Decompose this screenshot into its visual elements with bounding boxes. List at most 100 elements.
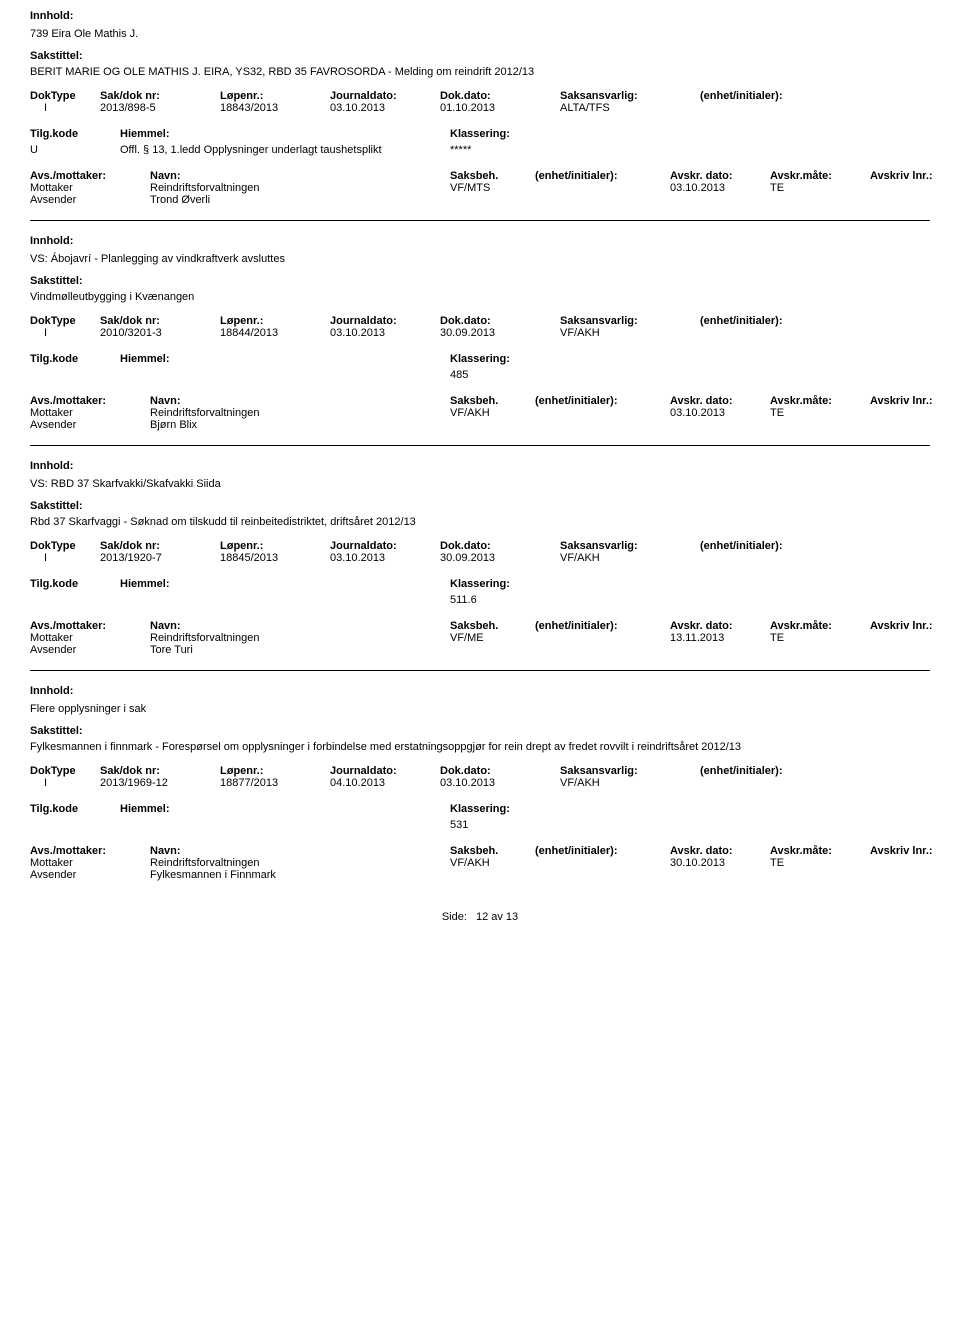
mottaker-row: MottakerReindriftsforvaltningenVF/ME 13.1…	[30, 632, 930, 644]
enhet-value	[700, 777, 850, 789]
hiemmel-value-row: 531	[30, 819, 930, 831]
saksbeh-label: Saksbeh.	[450, 395, 535, 407]
avskr-mate-label: Avskr.måte:	[770, 845, 870, 857]
sakstittel-text: Vindmølleutbygging i Kvænangen	[30, 291, 930, 303]
avsmottaker-label: Avs./mottaker:	[30, 620, 150, 632]
avskr-mate-value: TE	[770, 857, 870, 869]
record: Innhold: VS: Ábojavrí - Planlegging av vi…	[30, 235, 930, 446]
page: Innhold:739 Eira Ole Mathis J.Sakstittel…	[0, 0, 960, 953]
innhold-label: Innhold:	[30, 685, 930, 697]
spacer	[190, 803, 450, 815]
dokdato-label: Dok.dato:	[440, 765, 560, 777]
tilgkode-label: Tilg.kode	[30, 803, 120, 815]
innhold-label: Innhold:	[30, 10, 930, 22]
dokdato-value: 03.10.2013	[440, 777, 560, 789]
sakdoknr-label: Sak/dok nr:	[100, 540, 220, 552]
mottaker-navn: Reindriftsforvaltningen	[150, 632, 450, 644]
sakdoknr-value: 2013/1920-7	[100, 552, 220, 564]
enhet-value	[700, 552, 850, 564]
lopenr-value: 18844/2013	[220, 327, 330, 339]
avsender-role: Avsender	[30, 194, 150, 206]
avskr-dato-label: Avskr. dato:	[670, 845, 770, 857]
tilgkode-value	[30, 594, 120, 606]
spacer	[410, 369, 450, 381]
doc-header-row: DokTypeSak/dok nr:Løpenr.:Journaldato:Do…	[30, 540, 930, 552]
lopenr-value: 18877/2013	[220, 777, 330, 789]
lopenr-value: 18845/2013	[220, 552, 330, 564]
mottaker-role: Mottaker	[30, 632, 150, 644]
dokdato-label: Dok.dato:	[440, 315, 560, 327]
saksansvarlig-value: VF/AKH	[560, 777, 700, 789]
footer-page-text: 12 av 13	[476, 911, 518, 923]
dokdato-label: Dok.dato:	[440, 540, 560, 552]
avsender-role: Avsender	[30, 419, 150, 431]
record: Innhold:739 Eira Ole Mathis J.Sakstittel…	[30, 10, 930, 221]
doktype-value: I	[30, 327, 100, 339]
saksbeh-value: VF/MTS	[450, 182, 535, 194]
sakdoknr-value: 2013/898-5	[100, 102, 220, 114]
innhold-text: VS: Ábojavrí - Planlegging av vindkraftv…	[30, 253, 930, 265]
spacer	[410, 594, 450, 606]
journaldato-label: Journaldato:	[330, 765, 440, 777]
navn-label: Navn:	[150, 620, 450, 632]
avskr-dato-value: 13.11.2013	[670, 632, 770, 644]
saksbeh-enhet-value	[535, 857, 670, 869]
record-divider	[30, 670, 930, 671]
avskr-dato-value: 03.10.2013	[670, 182, 770, 194]
avskriv-lnr-value	[870, 857, 960, 869]
avs-header-row: Avs./mottaker:Navn:Saksbeh.(enhet/initia…	[30, 620, 930, 632]
sakstittel-label: Sakstittel:	[30, 725, 930, 737]
klassering-label: Klassering:	[450, 353, 510, 365]
innhold-text: VS: RBD 37 Skarfvakki/Skafvakki Siida	[30, 478, 930, 490]
record: Innhold: VS: RBD 37 Skarfvakki/Skafvakki …	[30, 460, 930, 671]
avsender-row: AvsenderTore Turi	[30, 644, 930, 656]
saksbeh-value: VF/AKH	[450, 407, 535, 419]
records-container: Innhold:739 Eira Ole Mathis J.Sakstittel…	[30, 10, 930, 881]
hiemmel-klassering-row: Tilg.kodeHiemmel:Klassering:	[30, 803, 930, 815]
saksbeh-enhet-value	[535, 632, 670, 644]
spacer	[410, 144, 450, 156]
doc-header-row: DokTypeSak/dok nr:Løpenr.:Journaldato:Do…	[30, 315, 930, 327]
sakstittel-label: Sakstittel:	[30, 275, 930, 287]
innhold-label: Innhold:	[30, 460, 930, 472]
avskr-dato-label: Avskr. dato:	[670, 395, 770, 407]
page-footer: Side: 12 av 13	[30, 911, 930, 923]
klassering-value: 531	[450, 819, 468, 831]
avskriv-lnr-label: Avskriv lnr.:	[870, 845, 960, 857]
sakstittel-text: Rbd 37 Skarfvaggi - Søknad om tilskudd t…	[30, 516, 930, 528]
tilgkode-label: Tilg.kode	[30, 128, 120, 140]
klassering-label: Klassering:	[450, 128, 510, 140]
sakdoknr-value: 2013/1969-12	[100, 777, 220, 789]
avsmottaker-label: Avs./mottaker:	[30, 170, 150, 182]
tilgkode-value	[30, 369, 120, 381]
sakdoknr-value: 2010/3201-3	[100, 327, 220, 339]
hiemmel-klassering-row: Tilg.kodeHiemmel:Klassering:	[30, 578, 930, 590]
avskriv-lnr-label: Avskriv lnr.:	[870, 395, 960, 407]
enhet-value	[700, 102, 850, 114]
avskriv-lnr-value	[870, 407, 960, 419]
dokdato-value: 30.09.2013	[440, 552, 560, 564]
innhold-label: Innhold:	[30, 235, 930, 247]
avsender-navn: Fylkesmannen i Finnmark	[150, 869, 450, 881]
saksansvarlig-label: Saksansvarlig:	[560, 765, 700, 777]
navn-label: Navn:	[150, 845, 450, 857]
tilgkode-label: Tilg.kode	[30, 578, 120, 590]
record: Innhold: Flere opplysninger i sak Sakstitt…	[30, 685, 930, 881]
avsender-navn: Bjørn Blix	[150, 419, 450, 431]
klassering-value: *****	[450, 144, 471, 156]
enhet-value	[700, 327, 850, 339]
avskr-mate-label: Avskr.måte:	[770, 395, 870, 407]
doktype-label: DokType	[30, 315, 100, 327]
innhold-text: Flere opplysninger i sak	[30, 703, 930, 715]
saksbeh-enhet-label: (enhet/initialer):	[535, 620, 670, 632]
enhet-label: (enhet/initialer):	[700, 315, 850, 327]
doktype-value: I	[30, 777, 100, 789]
saksbeh-enhet-label: (enhet/initialer):	[535, 845, 670, 857]
mottaker-row: MottakerReindriftsforvaltningenVF/AKH30.…	[30, 857, 930, 869]
klassering-value: 511.6	[450, 594, 477, 606]
lopenr-label: Løpenr.:	[220, 315, 330, 327]
navn-label: Navn:	[150, 395, 450, 407]
lopenr-label: Løpenr.:	[220, 765, 330, 777]
saksbeh-value: VF/ME	[450, 632, 535, 644]
hiemmel-value: Offl. § 13, 1.ledd Opplysninger underlag…	[120, 144, 410, 156]
